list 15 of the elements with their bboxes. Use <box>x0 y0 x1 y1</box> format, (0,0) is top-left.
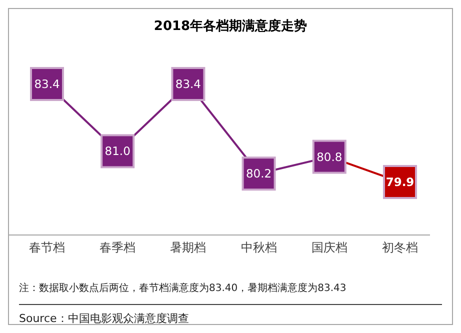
x-tick-label: 中秋档 <box>240 240 277 255</box>
data-label: 83.4 <box>34 77 60 91</box>
x-tick-label: 春季档 <box>100 240 136 255</box>
data-label: 80.2 <box>246 166 272 181</box>
x-tick-label: 暑期档 <box>170 240 206 255</box>
x-tick-label: 国庆档 <box>311 240 348 255</box>
data-label: 80.8 <box>316 150 342 164</box>
data-label: 83.4 <box>175 77 202 91</box>
data-label: 79.9 <box>386 175 414 189</box>
data-label: 81.0 <box>104 144 130 158</box>
x-tick-label: 春节档 <box>29 240 65 255</box>
text: 注：数据取小数点后两位，春节档满意度为83.40，暑期档满意度为83.43 <box>19 282 348 295</box>
source-note: Source：中国电影观众满意度调查 <box>19 304 442 326</box>
chart-title: 2018年各档期满意度走势 <box>152 18 308 35</box>
x-tick-label: 初冬档 <box>382 240 418 255</box>
